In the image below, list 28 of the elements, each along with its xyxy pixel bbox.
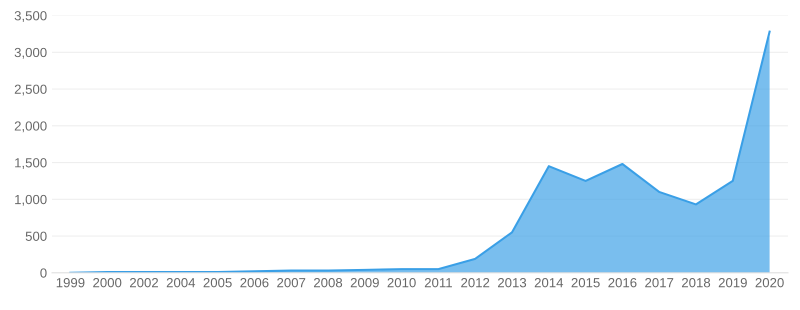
x-tick-label: 2000 bbox=[93, 278, 122, 288]
x-tick-label: 2006 bbox=[240, 278, 268, 288]
x-tick-label: 2018 bbox=[682, 278, 710, 288]
x-tick-label: 2013 bbox=[498, 278, 526, 288]
y-tick-label: 2,500 bbox=[14, 84, 47, 96]
y-tick-label: 2,000 bbox=[14, 121, 47, 132]
y-tick-label: 3,000 bbox=[14, 48, 47, 59]
y-tick-label: 500 bbox=[26, 232, 47, 241]
y-tick-label: 3,500 bbox=[14, 11, 47, 22]
x-tick-label: 2004 bbox=[166, 278, 196, 288]
x-tick-label: 2017 bbox=[645, 278, 674, 288]
x-tick-label: 2011 bbox=[424, 278, 452, 288]
x-tick-label: 2016 bbox=[608, 278, 636, 288]
x-tick-label: 2014 bbox=[534, 278, 564, 288]
x-tick-label: 2008 bbox=[314, 278, 342, 288]
y-tick-label: 1,000 bbox=[15, 194, 47, 206]
y-tick-label: 0 bbox=[40, 268, 47, 278]
x-tick-label: 2007 bbox=[277, 278, 306, 288]
x-tick-label: 1999 bbox=[56, 278, 84, 288]
y-tick-label: 1,500 bbox=[15, 158, 47, 169]
x-tick-label: 2005 bbox=[204, 278, 232, 288]
x-tick-label: 2012 bbox=[461, 278, 490, 288]
x-tick-label: 2020 bbox=[756, 278, 784, 288]
x-tick-label: 2010 bbox=[388, 278, 416, 288]
x-tick-label: 2002 bbox=[130, 278, 158, 288]
x-tick-label: 2019 bbox=[718, 278, 747, 288]
x-tick-label: 2009 bbox=[350, 278, 379, 288]
x-tick-label: 2015 bbox=[572, 278, 600, 288]
